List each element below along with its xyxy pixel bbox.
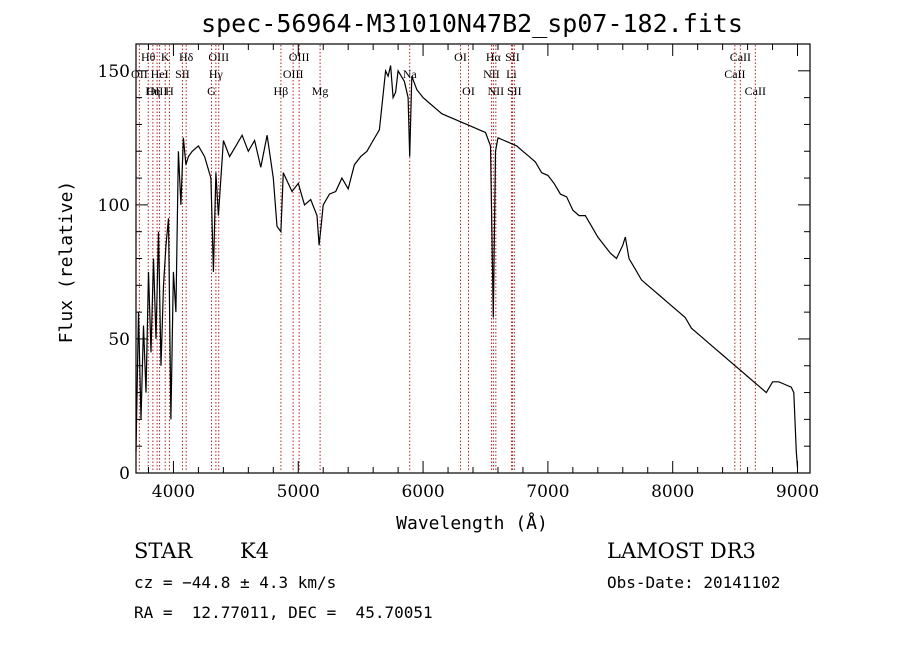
- line-label-17: OI: [454, 50, 467, 64]
- line-label-7: SII: [175, 67, 190, 81]
- line-label-20: NII: [483, 67, 500, 81]
- line-label-27: CaII: [745, 84, 766, 98]
- x-tick-label-8000: 8000: [651, 482, 694, 502]
- line-label-14: Hβ: [274, 84, 289, 98]
- x-tick-label-5000: 5000: [277, 482, 320, 502]
- x-tick-label-7000: 7000: [526, 482, 569, 502]
- y-tick-label-0: 0: [119, 464, 130, 484]
- plot-frame: [135, 43, 811, 474]
- line-label-8: Hδ: [179, 50, 194, 64]
- x-tick-label-6000: 6000: [401, 482, 444, 502]
- line-label-24: SII: [507, 84, 522, 98]
- line-label-6: H: [165, 84, 174, 98]
- axis-ticks: 4000 5000 6000 7000 8000 9000 0 50 100 150: [98, 44, 819, 502]
- survey-name: LAMOST DR3: [607, 539, 756, 563]
- line-label-21: NII: [488, 84, 505, 98]
- x-axis-label: Wavelength (Å): [396, 512, 548, 534]
- line-label-2: OIII: [147, 84, 168, 98]
- x-tick-label-4000: 4000: [152, 482, 195, 502]
- object-class: STAR: [134, 539, 193, 563]
- line-label-3: K: [161, 50, 170, 64]
- observation-date: Obs-Date: 20141102: [607, 573, 781, 592]
- spectral-line-markers: [138, 45, 756, 472]
- line-label-23: Li: [506, 67, 517, 81]
- line-label-13: OIII: [283, 67, 304, 81]
- y-tick-label-100: 100: [98, 196, 130, 216]
- line-label-5: HeI: [151, 67, 169, 81]
- line-label-15: Mg: [312, 84, 329, 98]
- coordinates: RA = 12.77011, DEC = 45.70051: [134, 603, 433, 622]
- object-subclass: K4: [240, 539, 270, 563]
- chart-title: spec-56964-M31010N47B2_sp07-182.fits: [201, 9, 743, 38]
- y-axis-label: Flux (relative): [56, 181, 77, 344]
- line-label-22: SII: [505, 50, 520, 64]
- line-label-12: OIII: [289, 50, 310, 64]
- line-label-26: CaII: [724, 67, 745, 81]
- line-label-1: OII: [131, 67, 148, 81]
- line-label-9: OIII: [208, 50, 229, 64]
- line-label-4: Hη: [145, 84, 160, 98]
- line-label-25: CaII: [730, 50, 751, 64]
- x-tick-label-9000: 9000: [776, 482, 819, 502]
- redshift-value: cz = −44.8 ± 4.3 km/s: [134, 573, 337, 592]
- line-label-10: Hγ: [209, 67, 224, 81]
- line-label-0: Hθ: [141, 50, 156, 64]
- spectrum-series-line: [135, 65, 799, 468]
- line-label-16: Na: [403, 67, 418, 81]
- line-label-19: Hα: [486, 50, 502, 64]
- line-label-18: OI: [462, 84, 475, 98]
- y-tick-label-150: 150: [98, 62, 130, 82]
- line-label-11: G: [207, 84, 216, 98]
- y-tick-label-50: 50: [108, 330, 130, 350]
